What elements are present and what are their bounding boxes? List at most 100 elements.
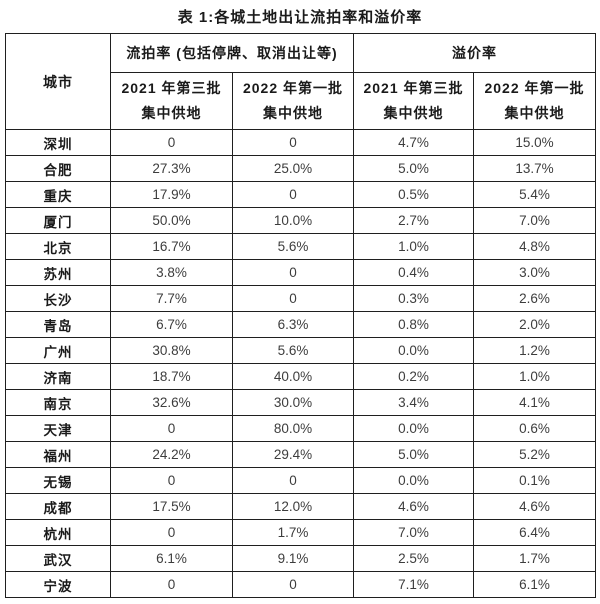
table-row: 重庆 17.9% 0 0.5% 5.4% bbox=[5, 181, 596, 208]
header-group-row: 城市 流拍率 (包括停牌、取消出让等) 溢价率 bbox=[5, 33, 596, 130]
table-row: 苏州 3.8% 0 0.4% 3.0% bbox=[5, 259, 596, 286]
value-cell: 3.8% bbox=[110, 259, 233, 286]
table-row: 深圳 0 0 4.7% 15.0% bbox=[5, 129, 596, 156]
value-cell: 80.0% bbox=[232, 415, 354, 442]
value-cell: 1.0% bbox=[353, 233, 474, 260]
value-cell: 27.3% bbox=[110, 155, 233, 182]
header-line1: 2021 年第三批 bbox=[121, 80, 222, 96]
value-cell: 1.0% bbox=[473, 363, 596, 390]
value-cell: 4.7% bbox=[353, 129, 474, 156]
table-row: 厦门 50.0% 10.0% 2.7% 7.0% bbox=[5, 207, 596, 234]
value-cell: 4.8% bbox=[473, 233, 596, 260]
value-cell: 18.7% bbox=[110, 363, 233, 390]
value-cell: 7.0% bbox=[353, 519, 474, 546]
value-cell: 6.1% bbox=[473, 571, 596, 598]
header-line2: 集中供地 bbox=[263, 105, 323, 121]
value-cell: 5.0% bbox=[353, 155, 474, 182]
city-cell: 青岛 bbox=[5, 311, 111, 338]
table-row: 武汉 6.1% 9.1% 2.5% 1.7% bbox=[5, 545, 596, 572]
value-cell: 0 bbox=[232, 571, 354, 598]
table-row: 北京 16.7% 5.6% 1.0% 4.8% bbox=[5, 233, 596, 260]
value-cell: 0 bbox=[110, 571, 233, 598]
value-cell: 0 bbox=[232, 129, 354, 156]
city-cell: 福州 bbox=[5, 441, 111, 468]
value-cell: 13.7% bbox=[473, 155, 596, 182]
city-cell: 杭州 bbox=[5, 519, 111, 546]
value-cell: 30.8% bbox=[110, 337, 233, 364]
value-cell: 0 bbox=[232, 181, 354, 208]
value-cell: 0.8% bbox=[353, 311, 474, 338]
value-cell: 2.7% bbox=[353, 207, 474, 234]
city-cell: 济南 bbox=[5, 363, 111, 390]
value-cell: 0 bbox=[110, 415, 233, 442]
city-cell: 厦门 bbox=[5, 207, 111, 234]
value-cell: 29.4% bbox=[232, 441, 354, 468]
value-cell: 5.4% bbox=[473, 181, 596, 208]
value-cell: 0.2% bbox=[353, 363, 474, 390]
city-cell: 武汉 bbox=[5, 545, 111, 572]
city-cell: 合肥 bbox=[5, 155, 111, 182]
table-caption: 表 1:各城土地出让流拍率和溢价率 bbox=[177, 9, 423, 26]
value-cell: 0 bbox=[110, 467, 233, 494]
header-sub-row: 2021 年第三批 集中供地 2022 年第一批 集中供地 2021 年第三批 … bbox=[6, 72, 596, 130]
value-cell: 4.6% bbox=[353, 493, 474, 520]
land-auction-table: 城市 流拍率 (包括停牌、取消出让等) 溢价率 2021 年第三批 集中供地 2… bbox=[5, 33, 596, 598]
header-line2: 集中供地 bbox=[504, 105, 565, 121]
value-cell: 5.6% bbox=[232, 233, 354, 260]
value-cell: 0.5% bbox=[353, 181, 474, 208]
value-cell: 32.6% bbox=[110, 389, 233, 416]
value-cell: 3.0% bbox=[473, 259, 596, 286]
value-cell: 0.0% bbox=[353, 467, 474, 494]
city-cell: 南京 bbox=[5, 389, 111, 416]
value-cell: 0 bbox=[232, 259, 354, 286]
value-cell: 9.1% bbox=[232, 545, 354, 572]
value-cell: 15.0% bbox=[473, 129, 596, 156]
city-cell: 深圳 bbox=[5, 129, 111, 156]
header-city: 城市 bbox=[5, 33, 111, 130]
value-cell: 4.1% bbox=[473, 389, 596, 416]
table-row: 杭州 0 1.7% 7.0% 6.4% bbox=[5, 519, 596, 546]
table-row: 南京 32.6% 30.0% 3.4% 4.1% bbox=[5, 389, 596, 416]
value-cell: 0 bbox=[232, 467, 354, 494]
value-cell: 0.3% bbox=[353, 285, 474, 312]
value-cell: 17.5% bbox=[110, 493, 233, 520]
table-row: 天津 0 80.0% 0.0% 0.6% bbox=[5, 415, 596, 442]
header-failure-rate-group: 流拍率 (包括停牌、取消出让等) bbox=[110, 33, 354, 73]
header-line1: 2022 年第一批 bbox=[242, 80, 344, 96]
header-premium-2021: 2021 年第三批 集中供地 bbox=[353, 72, 474, 130]
city-cell: 成都 bbox=[5, 493, 111, 520]
city-cell: 天津 bbox=[5, 415, 111, 442]
header-failure-2021: 2021 年第三批 集中供地 bbox=[110, 72, 233, 130]
value-cell: 2.0% bbox=[473, 311, 596, 338]
value-cell: 6.4% bbox=[473, 519, 596, 546]
value-cell: 10.0% bbox=[232, 207, 354, 234]
header-line1: 2022 年第一批 bbox=[484, 80, 585, 96]
header-line1: 2021 年第三批 bbox=[363, 80, 464, 96]
value-cell: 6.3% bbox=[232, 311, 354, 338]
value-cell: 1.2% bbox=[473, 337, 596, 364]
city-cell: 无锡 bbox=[5, 467, 111, 494]
city-cell: 重庆 bbox=[5, 181, 111, 208]
table-row: 宁波 0 0 7.1% 6.1% bbox=[5, 571, 596, 598]
value-cell: 0 bbox=[232, 285, 354, 312]
value-cell: 0 bbox=[110, 519, 233, 546]
value-cell: 0.0% bbox=[353, 415, 474, 442]
value-cell: 3.4% bbox=[353, 389, 474, 416]
value-cell: 7.0% bbox=[473, 207, 596, 234]
value-cell: 50.0% bbox=[110, 207, 233, 234]
city-cell: 长沙 bbox=[5, 285, 111, 312]
value-cell: 7.1% bbox=[353, 571, 474, 598]
value-cell: 0.0% bbox=[353, 337, 474, 364]
city-cell: 宁波 bbox=[5, 571, 111, 598]
value-cell: 25.0% bbox=[232, 155, 354, 182]
value-cell: 5.0% bbox=[353, 441, 474, 468]
value-cell: 0.1% bbox=[473, 467, 596, 494]
header-premium-2022: 2022 年第一批 集中供地 bbox=[473, 72, 596, 130]
value-cell: 6.7% bbox=[110, 311, 233, 338]
city-cell: 广州 bbox=[5, 337, 111, 364]
table-row: 济南 18.7% 40.0% 0.2% 1.0% bbox=[5, 363, 596, 390]
header-line2: 集中供地 bbox=[141, 105, 202, 121]
value-cell: 17.9% bbox=[110, 181, 233, 208]
table-row: 合肥 27.3% 25.0% 5.0% 13.7% bbox=[5, 155, 596, 182]
